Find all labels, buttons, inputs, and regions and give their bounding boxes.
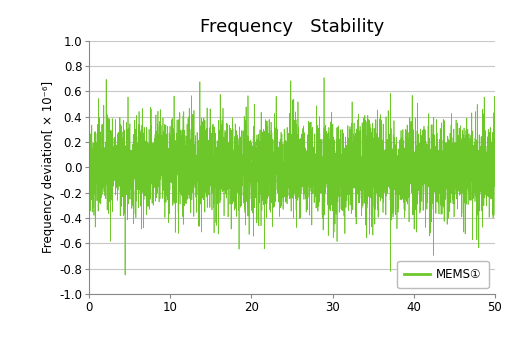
Y-axis label: Frequency deviation[ × 10⁻⁶]: Frequency deviation[ × 10⁻⁶] — [42, 81, 55, 254]
Legend: MEMS①: MEMS① — [397, 261, 488, 288]
Title: Frequency   Stability: Frequency Stability — [200, 18, 383, 36]
